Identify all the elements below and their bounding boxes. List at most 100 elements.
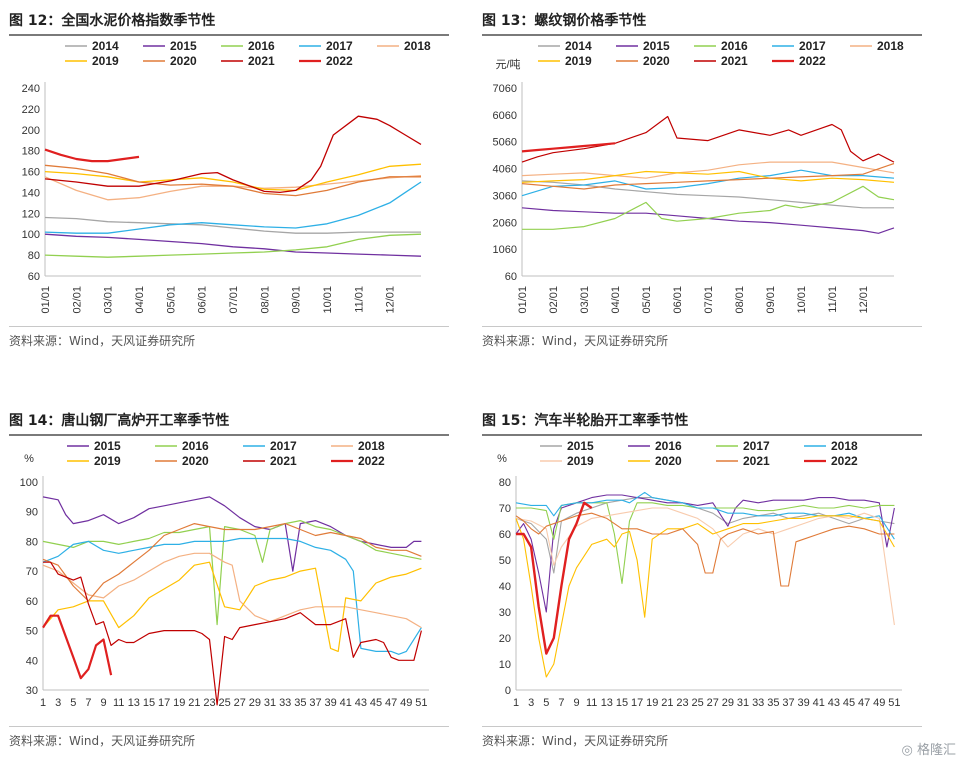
y-tick-label: 4060 <box>493 164 517 176</box>
series-line-2022 <box>42 614 113 680</box>
series-line-2016 <box>522 185 895 230</box>
legend-label: 2022 <box>799 54 826 68</box>
source-note: 资料来源：Wind，天风证券研究所 <box>9 734 196 748</box>
x-tick-label: 49 <box>873 697 885 709</box>
legend-label: 2018 <box>831 439 858 453</box>
series-line-2021 <box>521 115 895 163</box>
x-tick-label: 06/01 <box>672 286 684 314</box>
series-line-2020 <box>44 164 421 197</box>
y-tick-label: 60 <box>26 596 38 608</box>
legend-label: 2020 <box>655 454 682 468</box>
x-tick-label: 17 <box>158 697 170 709</box>
x-tick-label: 23 <box>203 697 215 709</box>
y-tick-label: 40 <box>499 581 511 593</box>
x-tick-label: 39 <box>324 697 336 709</box>
y-tick-label: 60 <box>505 271 517 283</box>
series-line-2017 <box>42 537 422 655</box>
y-tick-label: 120 <box>22 208 40 220</box>
x-tick-label: 02/01 <box>71 286 83 314</box>
y-tick-label: 3060 <box>493 190 517 202</box>
legend-label: 2020 <box>170 54 197 68</box>
series-line-2020 <box>521 162 895 190</box>
y-tick-label: 50 <box>499 555 511 567</box>
series-line-2021 <box>44 115 422 194</box>
y-tick-label: 180 <box>22 146 40 158</box>
y-tick-label: 40 <box>26 655 38 667</box>
legend-label: 2020 <box>643 54 670 68</box>
chart-panel-tire: 图 15：汽车半轮胎开工率季节性 2015 2016 2017 2018 2019 202… <box>482 410 922 760</box>
source-note: 资料来源：Wind，天风证券研究所 <box>9 334 196 348</box>
title-rule <box>9 434 449 436</box>
chart-panel-blast-furnace: 图 14：唐山钢厂高炉开工率季节性 2015 2016 2017 2018 2019 20… <box>9 410 449 760</box>
legend-label: 2019 <box>567 454 594 468</box>
x-tick-label: 15 <box>616 697 628 709</box>
x-tick-label: 41 <box>340 697 352 709</box>
x-tick-label: 9 <box>100 697 106 709</box>
x-tick-label: 05/01 <box>641 286 653 314</box>
x-tick-label: 39 <box>797 697 809 709</box>
source-note: 资料来源：Wind，天风证券研究所 <box>482 334 669 348</box>
x-tick-label: 17 <box>631 697 643 709</box>
legend-label: 2019 <box>92 54 119 68</box>
legend-label: 2019 <box>94 454 121 468</box>
x-tick-label: 10/01 <box>322 286 334 314</box>
series-line-2016 <box>515 494 895 613</box>
x-tick-label: 33 <box>752 697 764 709</box>
series-line-2018 <box>42 552 422 629</box>
y-axis-unit: % <box>497 453 507 465</box>
x-tick-label: 12/01 <box>385 286 397 314</box>
x-tick-label: 41 <box>813 697 825 709</box>
x-tick-label: 29 <box>722 697 734 709</box>
x-tick-label: 13 <box>601 697 613 709</box>
x-tick-label: 23 <box>676 697 688 709</box>
source-rule <box>9 726 449 727</box>
legend-label: 2020 <box>182 454 209 468</box>
x-tick-label: 19 <box>646 697 658 709</box>
series-line-2019 <box>42 561 422 652</box>
y-tick-label: 80 <box>28 250 40 262</box>
x-tick-label: 04/01 <box>610 286 622 314</box>
legend-label: 2017 <box>743 439 770 453</box>
legend-label: 2018 <box>358 439 385 453</box>
y-tick-label: 160 <box>22 167 40 179</box>
legend-label: 2015 <box>94 439 121 453</box>
x-tick-label: 3 <box>55 697 61 709</box>
line-chart-rebar: 2014 2015 2016 2017 2018 2019 2020 2021 2022 元/吨 6… <box>493 39 905 314</box>
legend-label: 2016 <box>182 439 209 453</box>
watermark-logo: ◎ 格隆汇 <box>902 739 957 758</box>
y-tick-label: 60 <box>28 271 40 283</box>
x-tick-label: 3 <box>528 697 534 709</box>
y-tick-label: 7060 <box>493 83 517 95</box>
y-tick-label: 20 <box>499 633 511 645</box>
y-tick-label: 5060 <box>493 137 517 149</box>
x-tick-label: 09/01 <box>765 286 777 314</box>
line-chart-tire: 2015 2016 2017 2018 2019 2020 2021 2022% 0 10 20 30… <box>497 439 902 709</box>
x-tick-label: 15 <box>143 697 155 709</box>
x-tick-label: 51 <box>888 697 900 709</box>
y-tick-label: 70 <box>26 566 38 578</box>
x-tick-label: 5 <box>70 697 76 709</box>
source-note: 资料来源：Wind，天风证券研究所 <box>482 734 669 748</box>
series-line-2021 <box>515 512 895 587</box>
series-line-2022 <box>516 501 593 655</box>
legend-label: 2015 <box>567 439 594 453</box>
x-tick-label: 09/01 <box>291 286 303 314</box>
series-line-2014 <box>44 216 421 234</box>
series-line-2021 <box>43 561 422 706</box>
chart-title: 图 12：全国水泥价格指数季节性 <box>9 13 216 29</box>
x-tick-label: 11/01 <box>827 286 839 313</box>
x-tick-label: 37 <box>309 697 321 709</box>
title-rule <box>482 34 922 36</box>
x-tick-label: 21 <box>661 697 673 709</box>
legend-label: 2021 <box>270 454 297 468</box>
source-rule <box>9 326 449 327</box>
x-tick-label: 37 <box>782 697 794 709</box>
watermark-text: 格隆汇 <box>916 743 956 758</box>
legend-label: 2017 <box>799 39 826 53</box>
y-tick-label: 100 <box>20 477 38 489</box>
y-tick-label: 220 <box>22 104 40 116</box>
x-tick-label: 02/01 <box>548 286 560 314</box>
x-tick-label: 12/01 <box>858 286 870 314</box>
x-tick-label: 31 <box>737 697 749 709</box>
chart-panel-cement: 图 12：全国水泥价格指数季节性 2014 2015 2016 2017 2018 201… <box>9 10 449 360</box>
